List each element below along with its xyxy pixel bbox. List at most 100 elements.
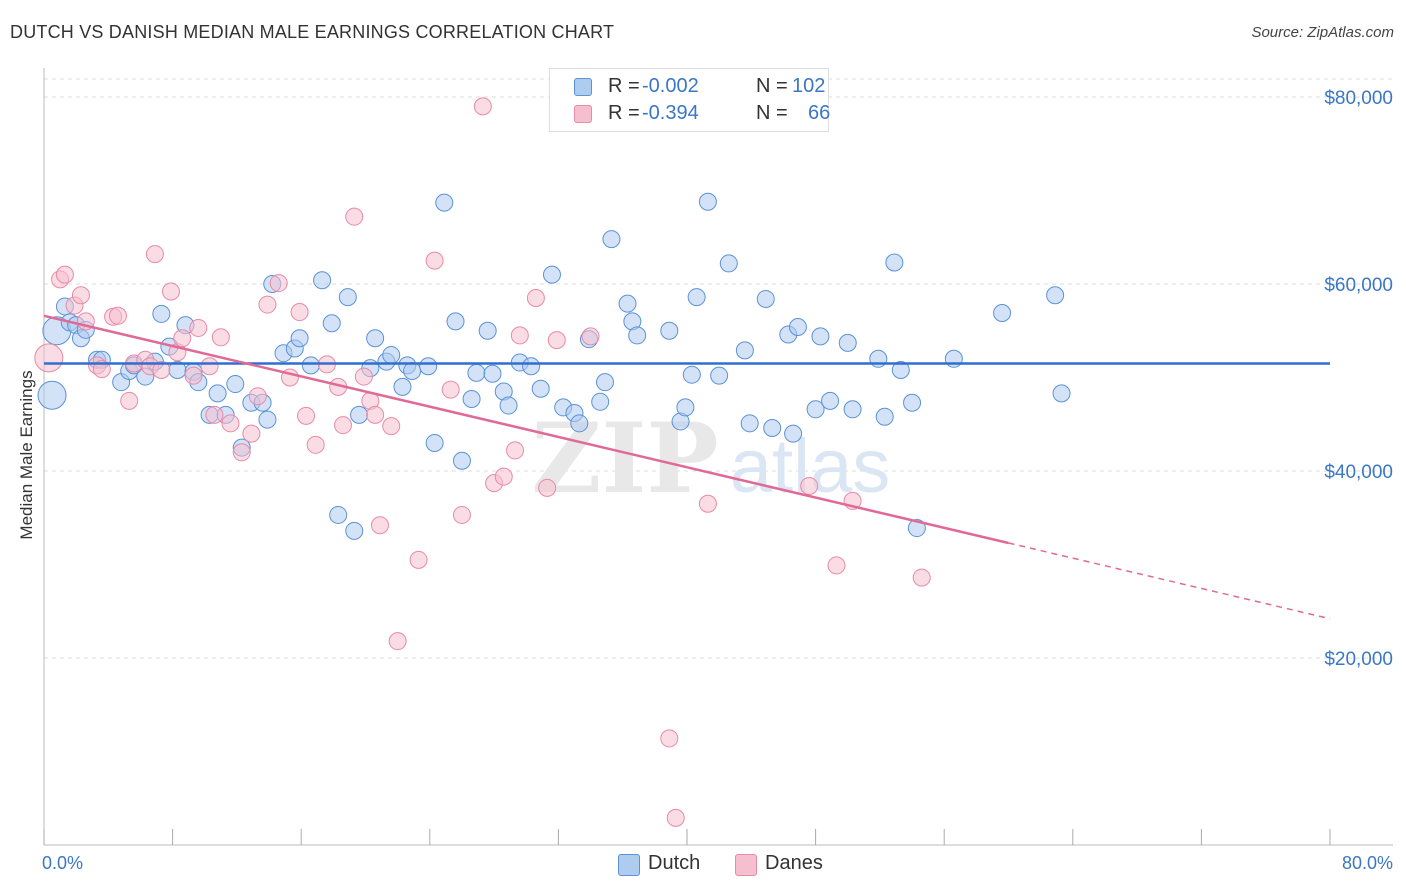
data-point <box>875 407 894 426</box>
data-point <box>510 326 529 345</box>
data-point <box>944 349 963 368</box>
data-point <box>173 329 192 348</box>
data-point <box>542 265 561 284</box>
legend-r-label: R = <box>608 75 640 97</box>
data-point <box>409 550 428 569</box>
data-point <box>205 405 224 424</box>
danes-swatch <box>574 105 592 123</box>
y-axis-label: Median Male Earnings <box>17 370 36 539</box>
data-point <box>660 321 679 340</box>
data-point <box>200 357 219 376</box>
danes-trend-line-extension <box>1008 542 1331 620</box>
data-point <box>108 306 127 325</box>
dutch-swatch <box>574 78 592 96</box>
data-point <box>403 361 422 380</box>
data-point <box>473 97 492 116</box>
danes-series <box>34 91 931 827</box>
data-point <box>382 417 401 436</box>
data-point <box>370 516 389 535</box>
data-point <box>912 568 931 587</box>
data-point <box>903 393 922 412</box>
data-point <box>1046 286 1065 305</box>
axes <box>43 68 1393 846</box>
data-point <box>184 366 203 385</box>
data-point <box>483 364 502 383</box>
x-tick-label-left: 0.0% <box>42 853 83 873</box>
y-tick-labels: $20,000 $40,000 $60,000 $80,000 <box>1324 88 1393 670</box>
y-tick-label: $60,000 <box>1324 275 1393 296</box>
chart-title: DUTCH VS DANISH MEDIAN MALE EARNINGS COR… <box>10 22 615 42</box>
legend-n-label: N = <box>756 75 788 97</box>
data-point <box>682 365 701 384</box>
data-point <box>441 380 460 399</box>
data-point <box>885 253 904 272</box>
data-point <box>869 349 888 368</box>
data-point <box>538 478 557 497</box>
data-point <box>698 494 717 513</box>
data-point <box>698 192 717 211</box>
data-point <box>322 314 341 333</box>
y-tick-label: $20,000 <box>1324 649 1393 670</box>
data-point <box>297 406 316 425</box>
data-point <box>248 387 267 406</box>
legend-n-label: N = <box>756 102 788 124</box>
data-point <box>821 391 840 410</box>
data-point <box>1052 384 1071 403</box>
data-point <box>290 329 309 348</box>
y-tick-label: $40,000 <box>1324 462 1393 483</box>
data-point <box>290 303 309 322</box>
data-point <box>382 346 401 365</box>
data-point <box>907 519 926 538</box>
data-point <box>226 375 245 394</box>
data-point <box>763 418 782 437</box>
y-tick-label: $80,000 <box>1324 88 1393 109</box>
data-point <box>843 400 862 419</box>
danes-legend-label: Danes <box>765 852 823 874</box>
data-point <box>211 328 230 347</box>
data-point <box>531 379 550 398</box>
data-point <box>152 304 171 323</box>
data-point <box>494 467 513 486</box>
data-point <box>800 476 819 495</box>
data-point <box>756 289 775 308</box>
legend-n-value: 66 <box>808 102 831 124</box>
data-point <box>329 505 348 524</box>
data-point <box>269 274 288 293</box>
data-point <box>71 286 90 305</box>
legend-row-dutch: R = -0.002 N = 102 <box>574 75 825 99</box>
data-point <box>505 441 524 460</box>
data-point <box>547 331 566 350</box>
data-point <box>811 327 830 346</box>
data-point <box>145 245 164 264</box>
data-point <box>591 392 610 411</box>
data-point <box>676 398 695 417</box>
data-point <box>366 329 385 348</box>
legend-r-label: R = <box>608 102 640 124</box>
data-point <box>333 416 352 435</box>
dutch-legend-swatch <box>618 854 640 876</box>
data-point <box>660 729 679 748</box>
data-point <box>208 384 227 403</box>
data-point <box>37 380 67 410</box>
data-point <box>161 282 180 301</box>
data-point <box>425 433 444 452</box>
data-point <box>467 363 486 382</box>
legend-r-value: -0.002 <box>642 75 699 97</box>
data-point <box>350 405 369 424</box>
data-point <box>435 193 454 212</box>
data-point <box>452 451 471 470</box>
data-point <box>526 289 545 308</box>
data-point <box>306 435 325 454</box>
data-point <box>710 366 729 385</box>
data-point <box>596 373 615 392</box>
data-point <box>55 265 74 284</box>
data-point <box>827 556 846 575</box>
data-point <box>687 288 706 307</box>
data-point <box>338 288 357 307</box>
data-point <box>570 414 589 433</box>
data-point <box>221 414 240 433</box>
legend-row-danes: R = -0.394 N = 66 <box>574 102 830 126</box>
correlation-legend: R = -0.002 N = 102 R = -0.394 N = 66 <box>549 68 830 132</box>
dutch-series <box>37 192 1071 540</box>
